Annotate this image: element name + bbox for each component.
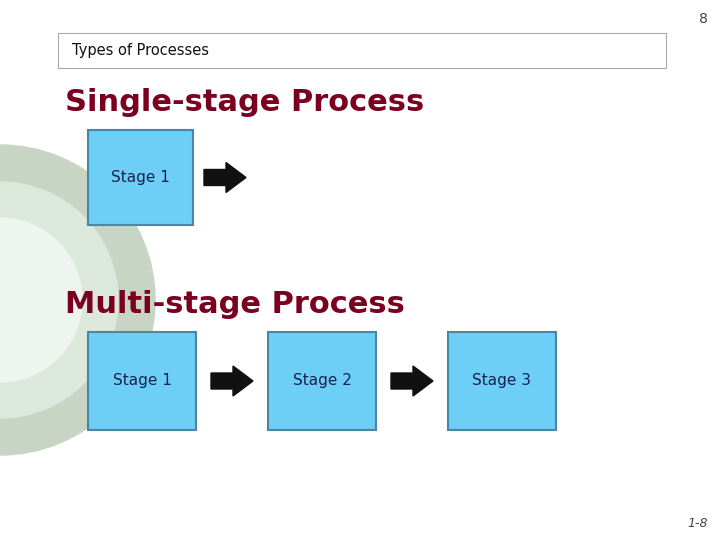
Text: Stage 1: Stage 1 <box>112 374 171 388</box>
Circle shape <box>0 182 118 418</box>
Text: Stage 2: Stage 2 <box>292 374 351 388</box>
Text: Stage 1: Stage 1 <box>111 170 170 185</box>
Text: 8: 8 <box>699 12 708 26</box>
Bar <box>88 130 193 225</box>
Text: 1-8: 1-8 <box>688 517 708 530</box>
Bar <box>448 332 556 430</box>
Polygon shape <box>211 366 253 396</box>
Bar <box>88 332 196 430</box>
Bar <box>58 33 666 68</box>
Text: Multi-stage Process: Multi-stage Process <box>65 290 405 319</box>
Polygon shape <box>391 366 433 396</box>
Circle shape <box>0 145 155 455</box>
Text: Single-stage Process: Single-stage Process <box>65 88 424 117</box>
Text: Types of Processes: Types of Processes <box>72 44 209 58</box>
Polygon shape <box>204 163 246 192</box>
Circle shape <box>0 218 82 382</box>
Bar <box>268 332 376 430</box>
Text: Stage 3: Stage 3 <box>472 374 531 388</box>
